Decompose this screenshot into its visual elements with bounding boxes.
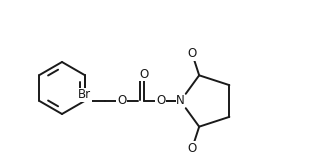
Text: O: O <box>156 94 165 107</box>
Text: O: O <box>187 47 197 60</box>
Text: Br: Br <box>78 89 91 102</box>
Text: O: O <box>139 68 148 81</box>
Text: O: O <box>187 142 197 155</box>
Text: N: N <box>176 94 185 107</box>
Text: O: O <box>117 94 126 107</box>
